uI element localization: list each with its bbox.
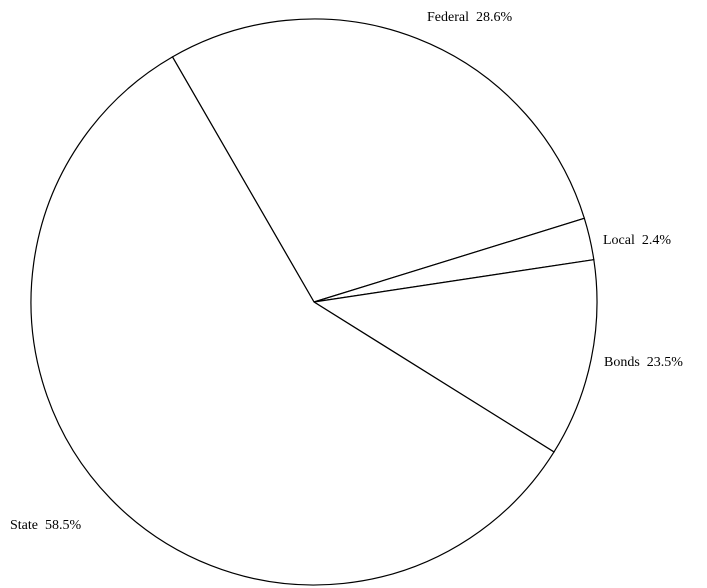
pie-slice-state bbox=[30, 56, 555, 586]
pie-labels: Federal 28.6% Local 2.4% Bonds 23.5% State … bbox=[10, 10, 683, 533]
pie-slices bbox=[30, 18, 598, 586]
pie-label-bonds: Bonds 23.5% bbox=[604, 355, 683, 370]
pie-slice-federal bbox=[171, 18, 586, 303]
pie-label-state: State 58.5% bbox=[10, 518, 81, 533]
pie-slice-bonds bbox=[312, 258, 598, 453]
pie-label-local: Local 2.4% bbox=[603, 233, 671, 248]
pie-label-federal: Federal 28.6% bbox=[427, 10, 512, 25]
